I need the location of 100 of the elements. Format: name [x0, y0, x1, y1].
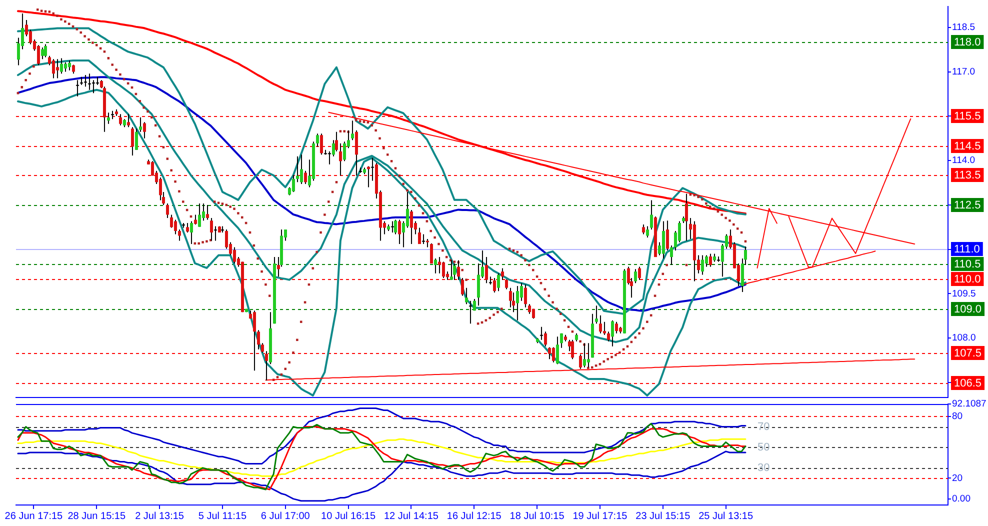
candlestick	[316, 133, 319, 148]
candlestick	[662, 220, 665, 260]
candlestick	[556, 336, 559, 365]
candlestick	[453, 263, 456, 280]
x-tick-label: 26 Jun 17:15	[4, 510, 64, 522]
candlestick	[355, 130, 358, 176]
candlestick	[56, 58, 59, 79]
candlestick	[119, 114, 122, 126]
candlestick	[351, 120, 354, 141]
candlestick	[170, 214, 173, 228]
candlestick	[493, 278, 496, 294]
candlestick	[615, 321, 618, 334]
candlestick	[257, 330, 260, 350]
candlestick	[41, 47, 44, 60]
x-tick-label: 16 Jul 12:15	[446, 510, 502, 522]
candlestick	[159, 176, 162, 201]
candlestick	[516, 286, 519, 321]
candlestick	[571, 339, 574, 360]
candlestick	[685, 193, 688, 242]
candlestick	[442, 261, 445, 279]
candlestick	[253, 310, 256, 372]
ref-line-label: 110.0	[954, 274, 981, 286]
y-tick-label: 92.1087	[952, 398, 986, 410]
candlestick	[198, 202, 201, 228]
candlestick	[406, 191, 409, 228]
candlestick	[701, 254, 704, 276]
candlestick	[461, 278, 464, 296]
y-tick-label: 109.5	[952, 288, 976, 300]
candlestick	[52, 58, 55, 79]
ref-line-label: 109.0	[954, 304, 982, 316]
x-tick-label: 2 Jul 13:15	[135, 510, 184, 522]
candlestick	[599, 314, 602, 334]
candlestick	[178, 229, 181, 242]
candlestick	[650, 200, 653, 230]
candlestick	[469, 300, 472, 324]
candlestick	[642, 224, 645, 235]
ref-line-label: 50	[757, 441, 770, 454]
candlestick	[485, 256, 488, 284]
candlestick	[548, 346, 551, 360]
candlestick	[438, 256, 441, 274]
candlestick	[512, 292, 515, 313]
candlestick	[391, 220, 394, 233]
candlestick	[524, 284, 527, 308]
ref-line-label: 30	[757, 462, 770, 474]
ref-line-label: 118.0	[954, 36, 981, 49]
x-tick-label: 23 Jul 15:15	[636, 510, 691, 522]
candlestick	[371, 157, 374, 182]
ref-line-label: 113.5	[954, 170, 981, 182]
candlestick	[595, 305, 598, 324]
candlestick	[398, 219, 401, 245]
candlestick	[670, 245, 673, 266]
candlestick	[135, 128, 138, 150]
x-tick-label: 28 Jun 15:15	[68, 510, 126, 522]
candlestick	[509, 287, 512, 308]
candlestick	[450, 260, 453, 280]
ref-line-label: 112.5	[954, 200, 981, 212]
ref-line-label: 106.5	[954, 378, 982, 390]
candlestick	[410, 209, 413, 245]
x-tick-label: 5 Jul 11:15	[198, 510, 247, 522]
candlestick	[540, 326, 543, 340]
candlestick	[422, 234, 425, 245]
candlestick	[430, 242, 433, 264]
candlestick	[60, 58, 63, 74]
y-tick-label: 80	[952, 411, 963, 422]
candlestick	[666, 220, 669, 252]
ref-line-label: 111.0	[954, 244, 980, 256]
candlestick	[206, 204, 209, 220]
candlestick	[296, 156, 299, 183]
ref-line-label: 115.5	[954, 110, 981, 123]
y-tick-label: 20	[952, 472, 963, 484]
candlestick	[705, 254, 708, 268]
candlestick	[139, 116, 142, 132]
candlestick	[37, 44, 40, 66]
x-tick-label: 18 Jul 10:15	[510, 510, 565, 522]
candlestick	[166, 202, 169, 218]
candlestick	[611, 320, 614, 347]
candlestick	[505, 278, 508, 290]
candlestick	[328, 150, 331, 165]
y-tick-label: 0.00	[952, 493, 970, 504]
y-tick-label: 108.0	[952, 332, 976, 344]
candlestick	[418, 227, 421, 245]
candlestick	[194, 214, 197, 225]
candlestick	[638, 266, 641, 280]
candlestick	[343, 141, 346, 162]
candlestick	[634, 268, 637, 284]
candlestick	[88, 73, 91, 90]
y-tick-label: 114.0	[952, 155, 976, 166]
candlestick	[174, 219, 177, 235]
ref-line-label: 70	[757, 420, 770, 433]
x-tick-label: 25 Jul 13:15	[698, 510, 754, 522]
candlestick	[607, 331, 610, 342]
candlestick	[127, 114, 130, 128]
candlestick	[646, 226, 649, 238]
candlestick	[560, 332, 563, 348]
candlestick	[477, 263, 480, 306]
candlestick	[84, 74, 87, 88]
candlestick	[552, 346, 555, 363]
y-tick-label: 118.5	[952, 22, 976, 34]
candlestick	[579, 354, 582, 370]
candlestick	[233, 246, 236, 264]
